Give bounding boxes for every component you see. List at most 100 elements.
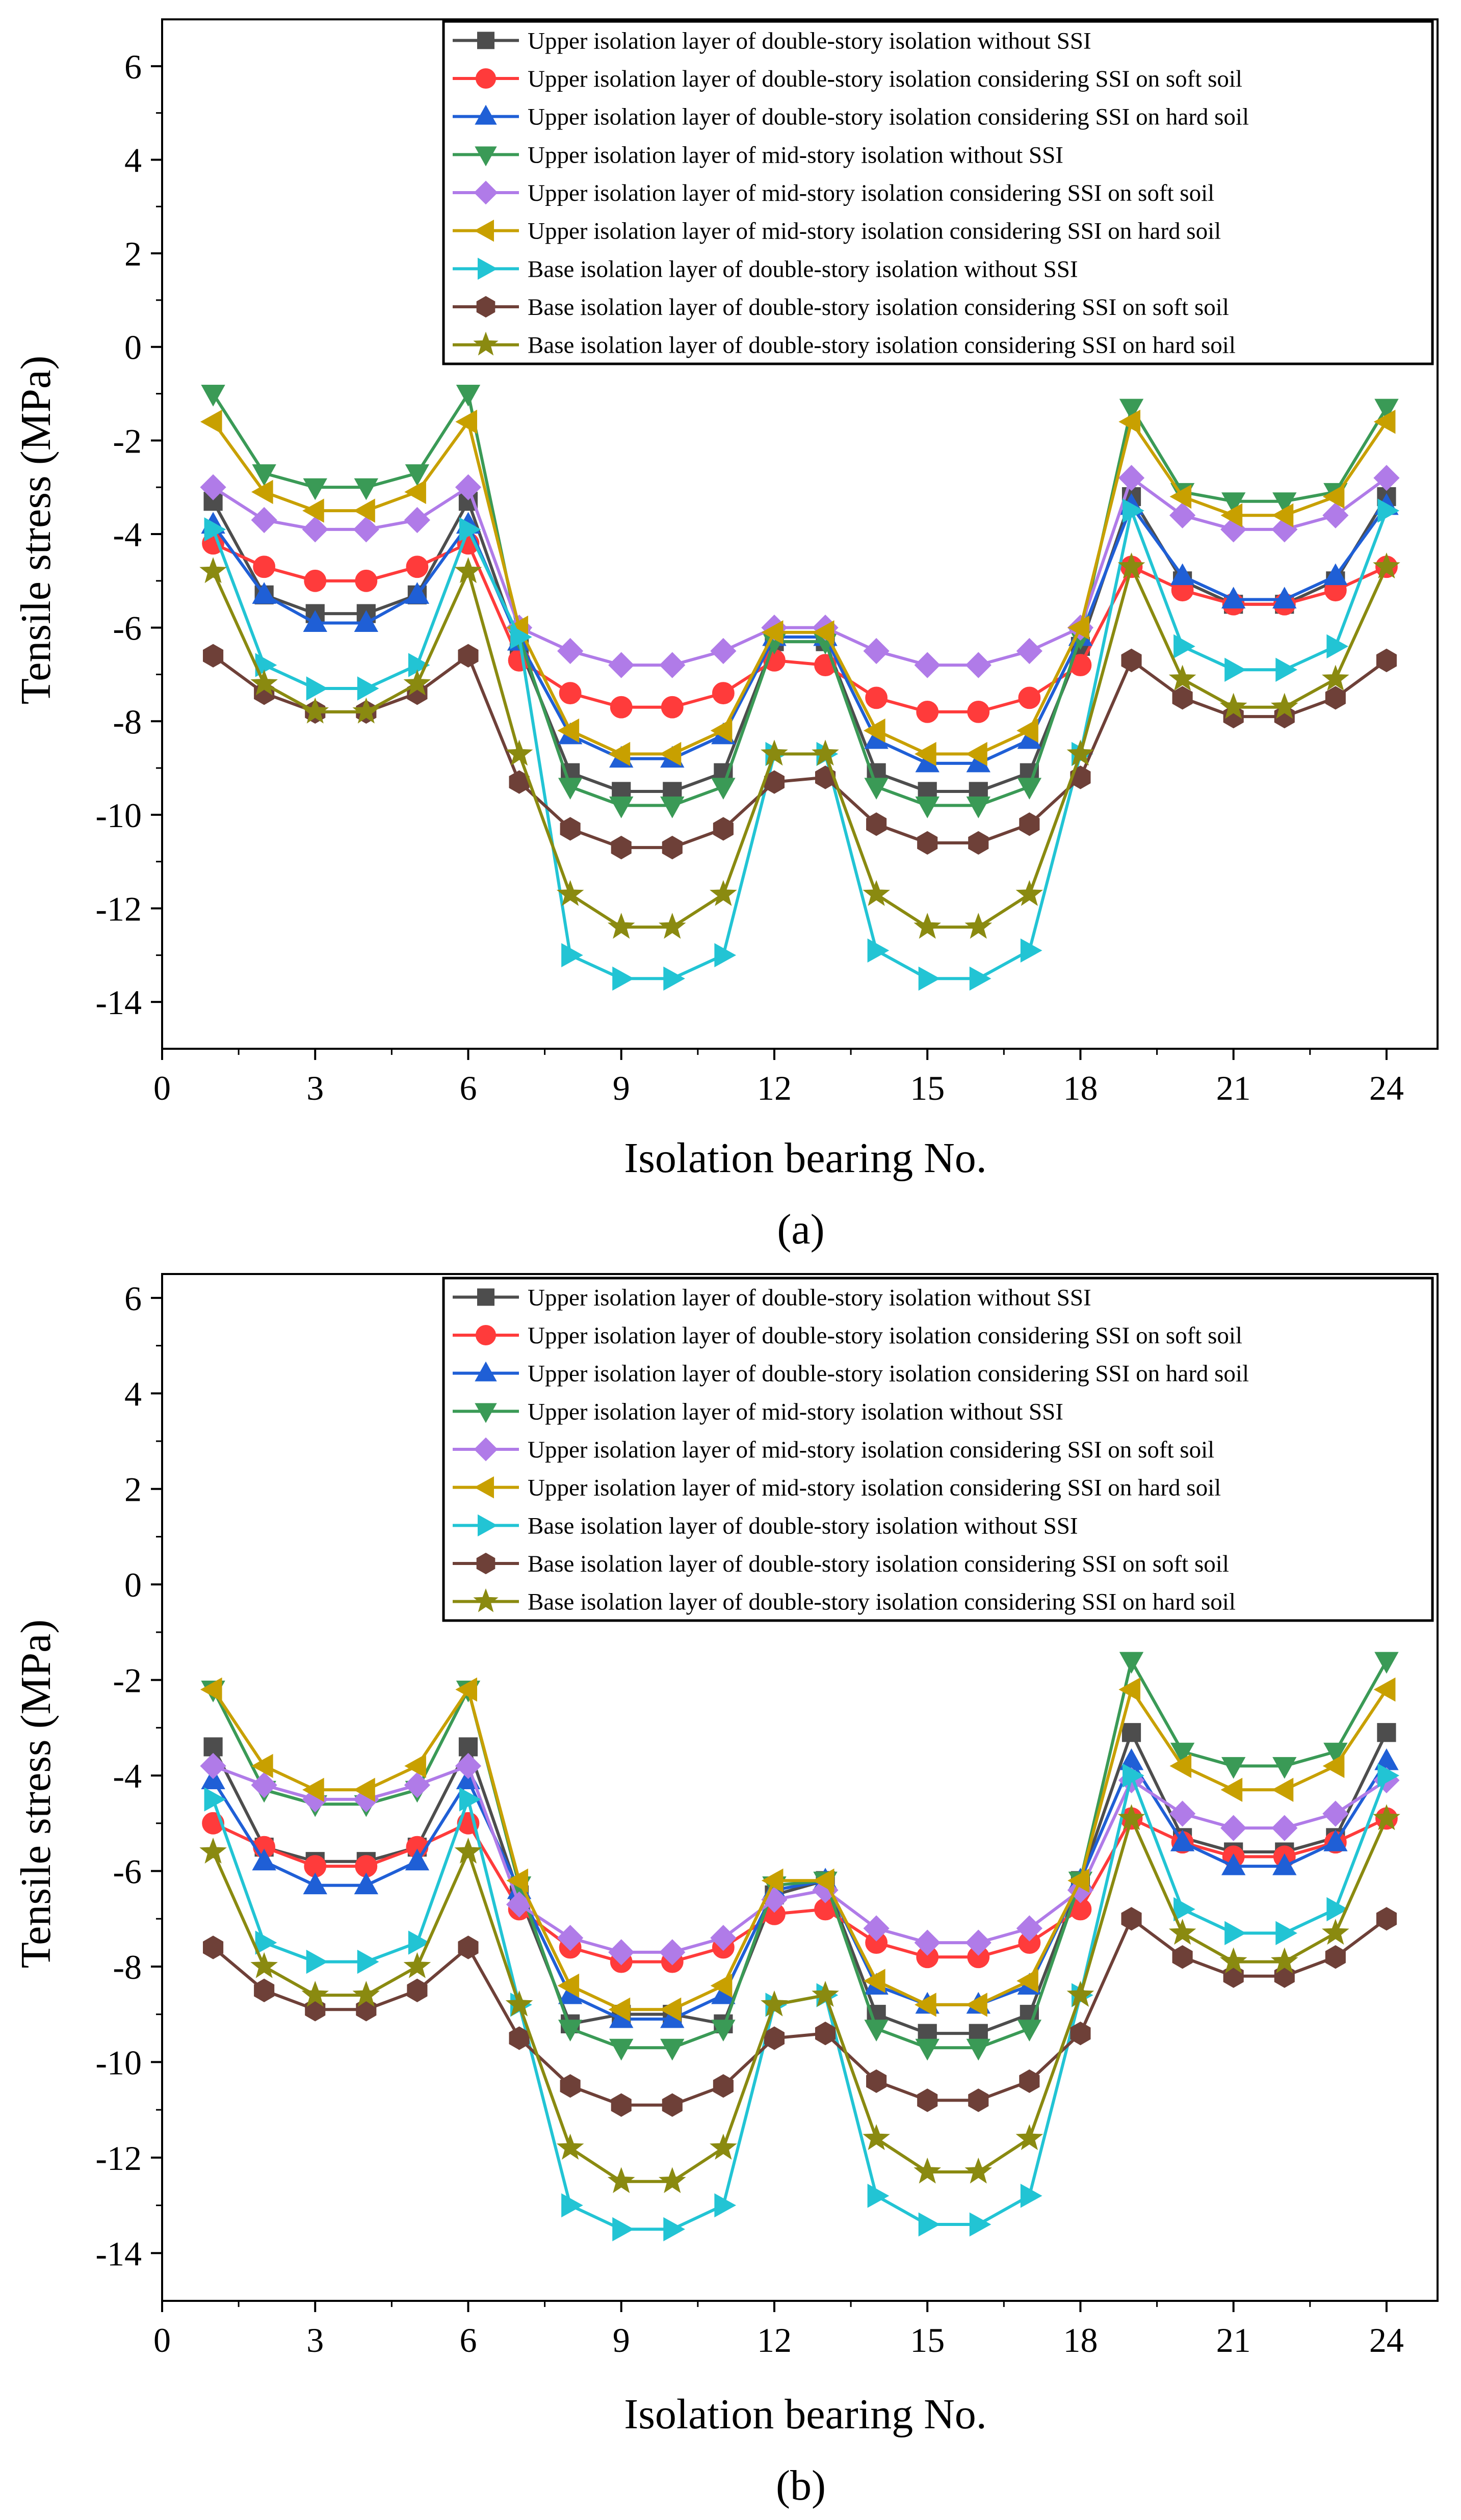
panel-b-series-6-point <box>915 1993 936 2017</box>
panel-a-series-9-point <box>1373 552 1400 579</box>
panel-b-series-7-point <box>255 1930 277 1955</box>
panel-b-series-6-point <box>812 1868 834 1893</box>
panel-b-series-6 <box>200 1677 1396 2022</box>
panel-b-y-tick-label: -4 <box>113 1757 142 1795</box>
panel-a-series-5-point <box>608 652 635 678</box>
panel-a-series-3-point <box>303 610 327 632</box>
panel-b-series-3-point <box>405 1848 430 1871</box>
panel-b-y-tick-label: -14 <box>95 2234 142 2273</box>
panel-a-series-8-point <box>866 812 887 836</box>
panel-b-series-8-point <box>611 2093 632 2117</box>
panel-b-series-9-point <box>505 1990 533 2017</box>
panel-a-series-8-point <box>611 836 632 860</box>
panel-b-x-tick-label: 15 <box>910 2321 945 2359</box>
panel-a-x-tick-label: 12 <box>757 1069 792 1107</box>
panel-a-series-9-point <box>199 557 227 583</box>
panel-a-series-9-point <box>812 739 839 766</box>
panel-a-series-6-point <box>302 498 324 523</box>
panel-b-series-5-point <box>404 1772 431 1798</box>
panel-a-series-4-point <box>711 778 736 800</box>
panel-b-y-tick-label: 0 <box>124 1566 142 1604</box>
panel-b-series-7-point <box>204 1787 226 1812</box>
panel-b-series-5-point <box>251 1772 277 1798</box>
panel-b-series-6-point <box>353 1778 375 1802</box>
panel-a-series-6-point <box>1067 615 1089 640</box>
panel-b-series-1-point <box>1377 1723 1396 1742</box>
panel-b-series-7-point <box>663 2217 685 2242</box>
panel-a-legend-label: Base isolation layer of double-story iso… <box>528 294 1229 321</box>
panel-a-series-6-point <box>404 480 426 505</box>
panel-b-series-9-point <box>1168 1919 1196 1945</box>
panel-a-series-7-point <box>510 625 532 649</box>
panel-b-legend-item: Upper isolation layer of double-story is… <box>453 1284 1091 1311</box>
panel-b-legend-label: Upper isolation layer of double-story is… <box>528 1361 1249 1387</box>
panel-a-series-2-point <box>865 686 888 709</box>
panel-b-legend-item: Base isolation layer of double-story iso… <box>453 1551 1229 1577</box>
panel-a-series-4-point <box>558 778 583 800</box>
panel-a-series-9-point <box>1322 665 1349 691</box>
panel-b-series-8-point <box>1325 1945 1346 1969</box>
panel-a-series-7-point <box>306 676 328 701</box>
panel-b-series-7-point <box>459 1787 481 1812</box>
panel-a-legend-label: Base isolation layer of double-story iso… <box>528 256 1078 282</box>
panel-a-series-3-point <box>354 610 379 632</box>
panel-b-series-5-point <box>1169 1800 1196 1827</box>
panel-b-series-8-point <box>560 2074 581 2098</box>
panel-a-series-9 <box>199 552 1400 939</box>
panel-a-series-8-point <box>1019 812 1040 836</box>
panel-b-series-3-point <box>354 1872 379 1895</box>
panel-a-legend-item: Upper isolation layer of double-story is… <box>453 66 1242 92</box>
panel-b-series-7-point <box>408 1930 430 1955</box>
panel-a-legend-item: Upper isolation layer of mid-story isola… <box>453 218 1221 245</box>
panel-b-series-6-point <box>1118 1677 1141 1702</box>
panel-b-series-9-point <box>1117 1804 1145 1831</box>
panel-b-y-tick-label: 2 <box>124 1470 142 1509</box>
panel-b-series-8-point <box>1070 2022 1091 2046</box>
panel-b-series-9-point <box>1219 1947 1247 1974</box>
panel-b-series-5 <box>200 1753 1400 1966</box>
panel-b-x-tick-label: 24 <box>1369 2321 1404 2359</box>
panel-a-series-4-point <box>660 797 685 818</box>
panel-a-series-9-point <box>1168 665 1196 691</box>
panel-b-series-9 <box>199 1804 1400 2193</box>
panel-a-series-6 <box>200 409 1396 766</box>
panel-a-series-5-point <box>302 516 328 543</box>
panel-b-series-7-point <box>918 2212 941 2237</box>
panel-a-series-6-point <box>1271 503 1294 527</box>
panel-a-series-6-point <box>1016 718 1038 743</box>
panel-a-series-9-point <box>301 697 329 724</box>
panel-a-series-8-point <box>560 817 581 841</box>
panel-a-x-tick-label: 3 <box>306 1069 324 1107</box>
panel-b-series-8-point <box>1121 1907 1142 1931</box>
panel-a-series-4-point <box>864 778 889 800</box>
panel-b-series-5-point <box>914 1929 941 1956</box>
panel-b-series-3-point <box>303 1872 327 1895</box>
panel-b-series-9-point <box>199 1837 227 1864</box>
panel-b-series-3-point <box>1323 1829 1348 1851</box>
panel-a-series-7-point <box>1224 657 1246 682</box>
panel-a-legend-item: Base isolation layer of double-story iso… <box>453 331 1236 359</box>
panel-b-legend-item: Upper isolation layer of double-story is… <box>453 1361 1249 1387</box>
panel-a-series-7-point <box>1020 938 1042 963</box>
panel-a-series-8-point <box>1376 648 1397 673</box>
panel-a-series-4-point <box>1119 399 1144 421</box>
panel-a-series-5-point <box>863 638 890 665</box>
panel-b-series-4-point <box>1221 1757 1246 1779</box>
panel-a-label: (a) <box>777 1206 824 1253</box>
panel-a-series-2-point <box>661 696 684 719</box>
panel-a-series-6-point <box>1373 409 1396 434</box>
panel-a-series-6-point <box>608 741 631 766</box>
panel-b-series-6-point <box>302 1778 324 1802</box>
panel-b-series-5-point <box>200 1753 226 1779</box>
panel-a-legend-swatch-marker <box>478 257 498 280</box>
panel-a-series-4-point <box>1017 778 1042 800</box>
panel-a-series-4-point <box>915 797 940 818</box>
panel-b-legend-label: Base isolation layer of double-story iso… <box>528 1513 1078 1539</box>
panel-a-series-6-point <box>710 718 733 743</box>
panel-a-series-3-point <box>1221 587 1246 609</box>
panel-b-series-4-point <box>1374 1652 1399 1674</box>
panel-a-series-9-point <box>250 669 278 696</box>
panel-b-series-9-point <box>403 1952 431 1978</box>
panel-b-series-4-point <box>711 2020 736 2041</box>
